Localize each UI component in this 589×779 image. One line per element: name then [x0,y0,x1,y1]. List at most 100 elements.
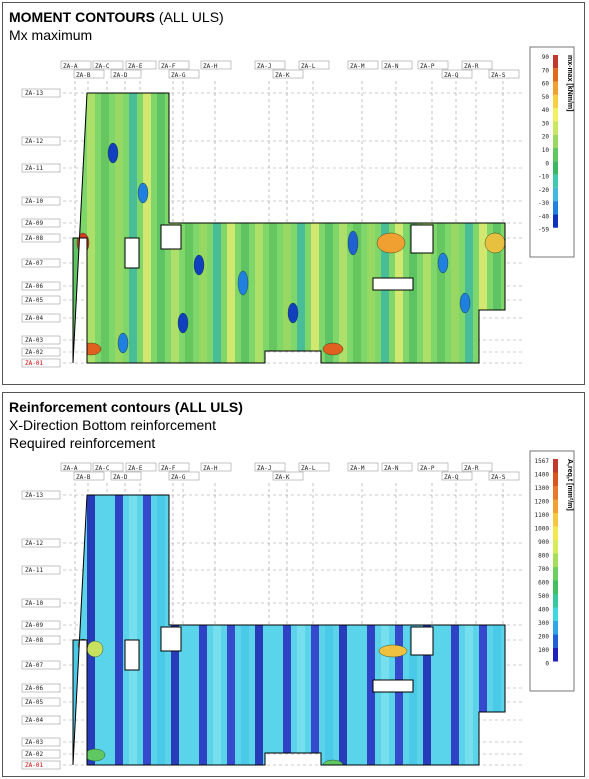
contour-band [493,495,501,765]
panel-subtitle: Mx maximum [9,27,93,43]
legend-swatch [553,201,558,215]
legend-value: 40 [542,107,550,114]
legend-swatch [553,634,558,648]
contour-band [437,495,445,765]
grid-tag [21,136,61,146]
legend-value: 0 [545,160,549,167]
contour-band [101,93,109,363]
row-label: ZA-02 [25,349,43,356]
contour-band [87,93,95,363]
grid-tag [60,462,92,472]
grid-tag [21,715,61,725]
column-labels: ZA-A ZA-C ZA-E ZA-F ZA-H ZA-J ZA-L ZA-M ZA-N ZA-P… [60,60,520,79]
legend-swatch [553,94,558,109]
slab-opening [124,237,140,269]
grid-tag [92,462,124,472]
grid-tag [21,620,61,630]
legend-value: 20 [542,134,550,141]
legend-swatch [553,55,558,69]
panel-title-bold: Reinforcement contours (ALL ULS) [9,399,243,415]
contour-band [213,495,221,765]
legend-value: 1300 [535,485,550,492]
grid-tag [21,660,61,670]
legend-value: -30 [538,200,549,207]
column-label: ZA-P [420,465,435,472]
grid-tag [21,295,61,305]
row-label: ZA-03 [25,337,43,344]
legend-value: 900 [538,539,549,546]
moment-contour-plot: ZA-A ZA-C ZA-E ZA-F ZA-H ZA-J ZA-L ZA-M ZA-N ZA-P… [21,46,575,368]
grid-tag [158,462,190,472]
contour-band [143,495,151,765]
grid-tag [347,60,379,70]
legend-value: -20 [538,187,549,194]
contour-peak [378,644,408,658]
column-label: ZA-J [257,465,271,472]
grid-tag [21,760,61,770]
row-label: ZA-05 [25,297,43,304]
grid-tag [441,471,473,481]
contour-band [395,93,403,363]
contour-band [227,495,235,765]
legend-value: 0 [545,661,549,668]
column-label: ZA-G [171,474,186,481]
contour-band [381,495,389,765]
legend-value: 700 [538,566,549,573]
legend-value: 600 [538,580,549,587]
contour-band [213,93,221,363]
grid-tag [21,218,61,228]
legend-swatch [553,580,558,594]
contour-peak [484,232,505,254]
slab-contours [72,494,506,766]
contour-peak [137,182,149,204]
legend-value: 90 [542,54,550,61]
row-label: ZA-04 [25,315,43,322]
column-label: ZA-N [384,465,399,472]
contour-peak [237,270,249,296]
contour-band [479,495,487,765]
grid-tag [110,69,142,79]
contour-band [395,495,403,765]
column-label: ZA-M [350,465,365,472]
row-label: ZA-10 [25,600,43,607]
grid-tag [347,462,379,472]
grid-tag [200,462,232,472]
panel-subtitle-2: Required reinforcement [9,435,156,451]
color-legend: 90 70 60 50 40 30 20 10 0 -10 -20 -30 -40 -59 mx-max [… [529,46,575,258]
legend-swatch [553,161,558,175]
contour-band [507,93,515,363]
grid-tag [272,471,304,481]
legend-swatch [553,621,558,635]
grid-tag [21,737,61,747]
legend-value: 1100 [535,512,550,519]
contour-peak [322,759,344,765]
legend-value: 10 [542,147,550,154]
legend-title: mx-max [kNm/m] [566,55,573,111]
slab-opening [124,639,140,671]
legend-value: 1567 [535,458,550,465]
contour-peak [437,252,449,274]
legend-swatch [553,594,558,608]
column-label: ZA-K [275,474,290,481]
row-label: ZA-10 [25,198,43,205]
legend-value: 300 [538,620,549,627]
contour-band [451,93,459,363]
legend-swatch [553,68,558,82]
contour-band [367,93,375,363]
grid-tag [92,60,124,70]
contour-band [241,495,249,765]
legend-swatch [553,648,558,662]
grid-tag [21,88,61,98]
grid-tag [21,565,61,575]
legend-swatch [553,148,558,162]
contour-peak [322,342,344,356]
legend-value: -59 [538,227,549,234]
legend-swatch [553,513,558,527]
column-label: ZA-C [95,63,110,70]
contour-band [339,495,347,765]
grid-tag [60,60,92,70]
row-label: ZA-08 [25,235,43,242]
contour-band [325,93,333,363]
legend-frame [529,46,575,258]
row-label: ZA-06 [25,685,43,692]
